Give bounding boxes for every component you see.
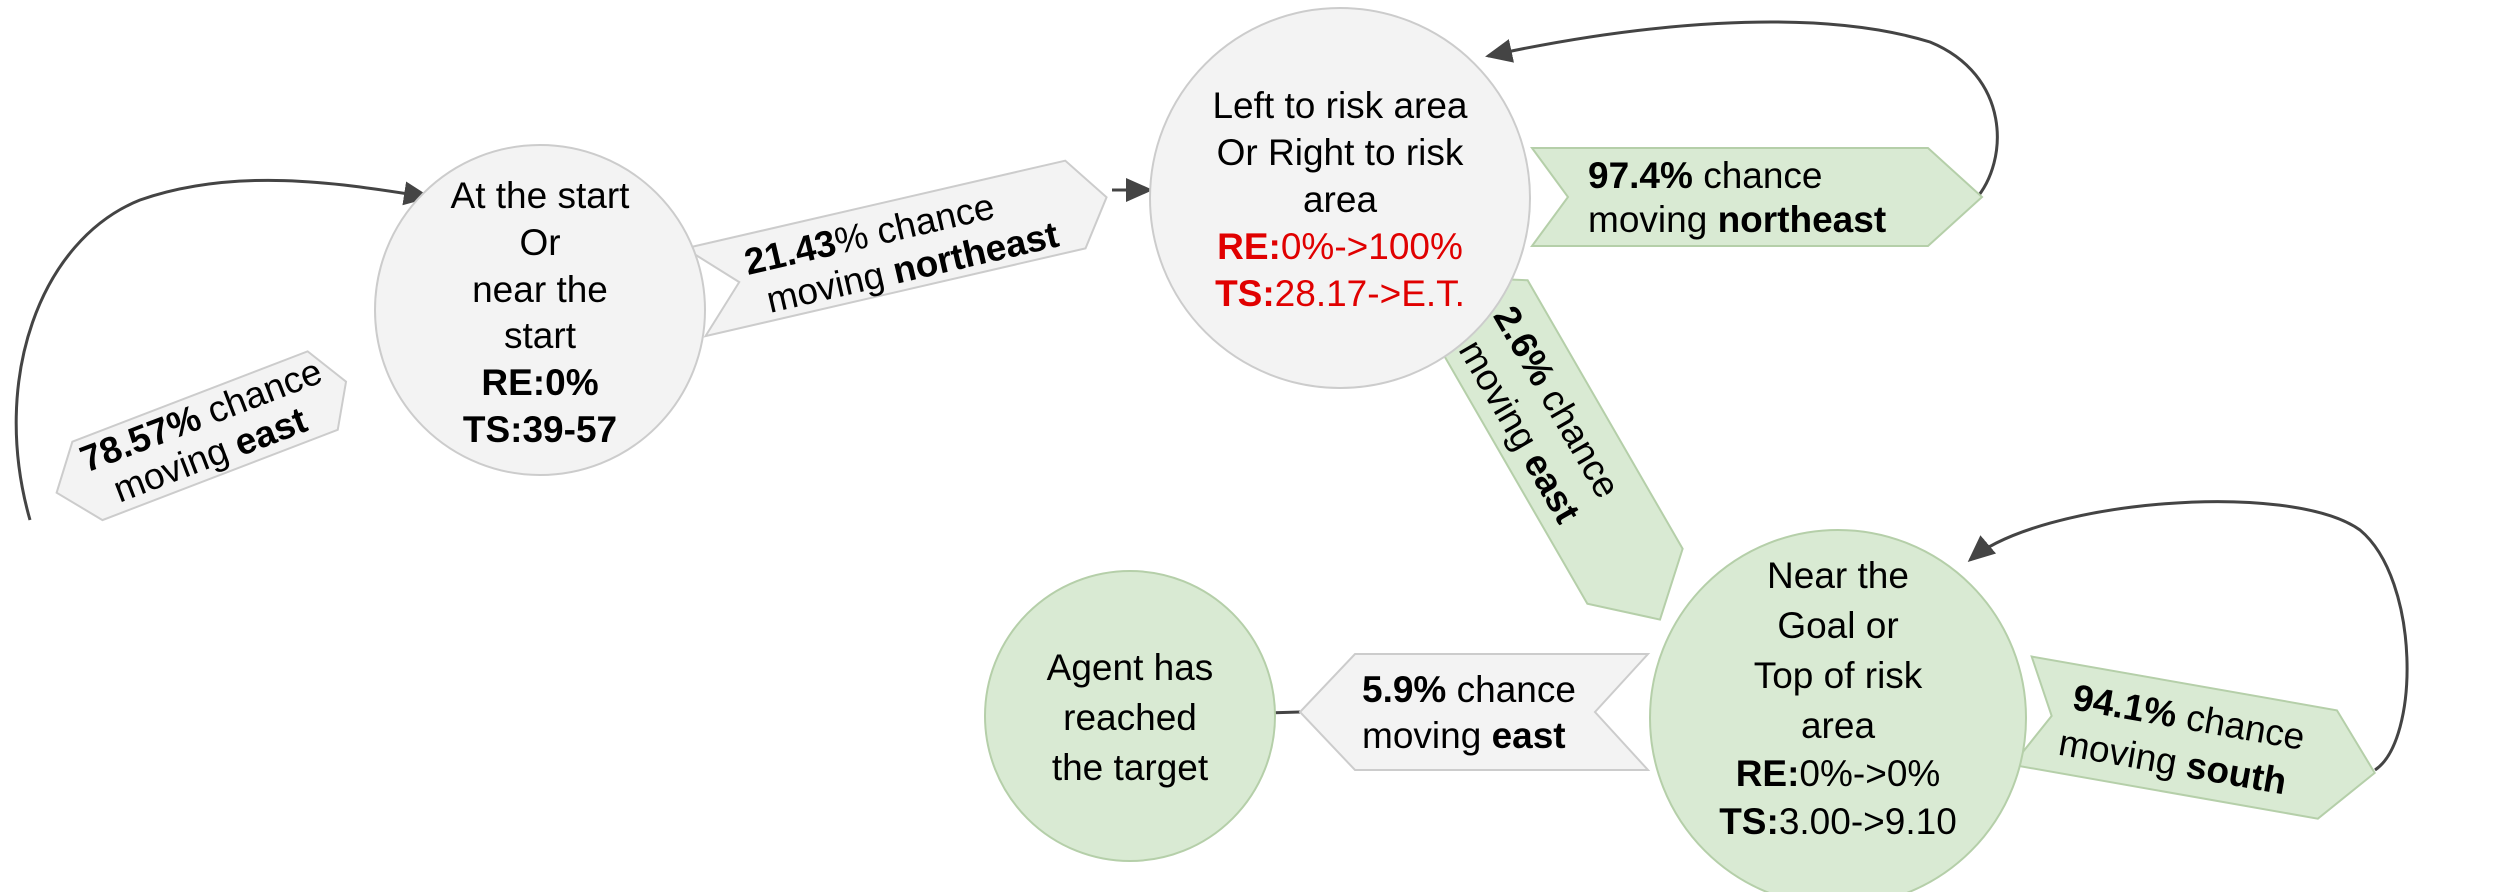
node-label-line: start bbox=[504, 315, 577, 356]
transition-label-line2: moving east bbox=[1362, 715, 1566, 756]
state-node-goal: Near the Goal or Top of risk area RE:0%-… bbox=[1649, 529, 2027, 892]
node-label-line: area bbox=[1303, 179, 1377, 220]
node-ts-value: TS:28.17->E.T. bbox=[1215, 273, 1465, 314]
edge-risk-self-loop bbox=[1485, 20, 1999, 201]
transition-goal-self: 94.1% chance moving south bbox=[2010, 655, 2376, 820]
transition-risk-self: 97.4% chance moving northeast bbox=[1530, 147, 1984, 247]
node-re-value: RE:0%->100% bbox=[1217, 226, 1463, 267]
node-label-line: Goal or bbox=[1777, 605, 1898, 646]
node-label-line: Left to risk area bbox=[1212, 85, 1467, 126]
node-label-line: reached bbox=[1063, 697, 1197, 738]
transition-arrow-shape bbox=[55, 350, 348, 522]
node-label-line: Agent has bbox=[1047, 647, 1214, 688]
state-node-start: At the start Or near the start RE:0% TS:… bbox=[374, 144, 706, 476]
node-label-line: Near the bbox=[1767, 555, 1909, 596]
transition-label-line2: moving northeast bbox=[1588, 199, 1886, 240]
node-label-line: Or Right to risk bbox=[1217, 132, 1464, 173]
transition-arrow-shape bbox=[1298, 653, 1651, 771]
node-label-line: At the start bbox=[451, 175, 631, 216]
edge-start-self-loop bbox=[14, 178, 431, 521]
node-ts-value: TS:39-57 bbox=[463, 409, 617, 450]
transition-arrow-shape bbox=[2010, 655, 2376, 820]
transition-label-line1: 97.4% chance bbox=[1588, 155, 1823, 196]
node-re-value: RE:0%->0% bbox=[1736, 753, 1941, 794]
transition-start-self: 78.57% chance moving east bbox=[55, 350, 348, 522]
state-node-risk-side: Left to risk area Or Right to risk area … bbox=[1149, 7, 1531, 389]
transition-label-line1: 5.9% chance bbox=[1362, 669, 1576, 710]
transition-risk-to-goal: 2.6% chance moving east bbox=[1431, 276, 1684, 621]
transition-arrow-shape bbox=[682, 159, 1108, 338]
node-label-line: near the bbox=[472, 269, 608, 310]
transition-start-to-risk: 21.43% chance moving northeast bbox=[682, 159, 1108, 338]
node-label-line: Or bbox=[519, 222, 560, 263]
node-label-line: area bbox=[1801, 705, 1875, 746]
transition-goal-to-target: 5.9% chance moving east bbox=[1298, 653, 1651, 771]
node-re-value: RE:0% bbox=[481, 362, 598, 403]
transition-arrow-shape bbox=[1530, 147, 1984, 247]
node-label-line: the target bbox=[1052, 747, 1209, 788]
node-ts-value: TS:3.00->9.10 bbox=[1719, 801, 1957, 842]
state-node-target: Agent has reached the target bbox=[984, 570, 1276, 862]
edge-goal-self-loop bbox=[1967, 500, 2409, 772]
node-label-line: Top of risk bbox=[1754, 655, 1923, 696]
